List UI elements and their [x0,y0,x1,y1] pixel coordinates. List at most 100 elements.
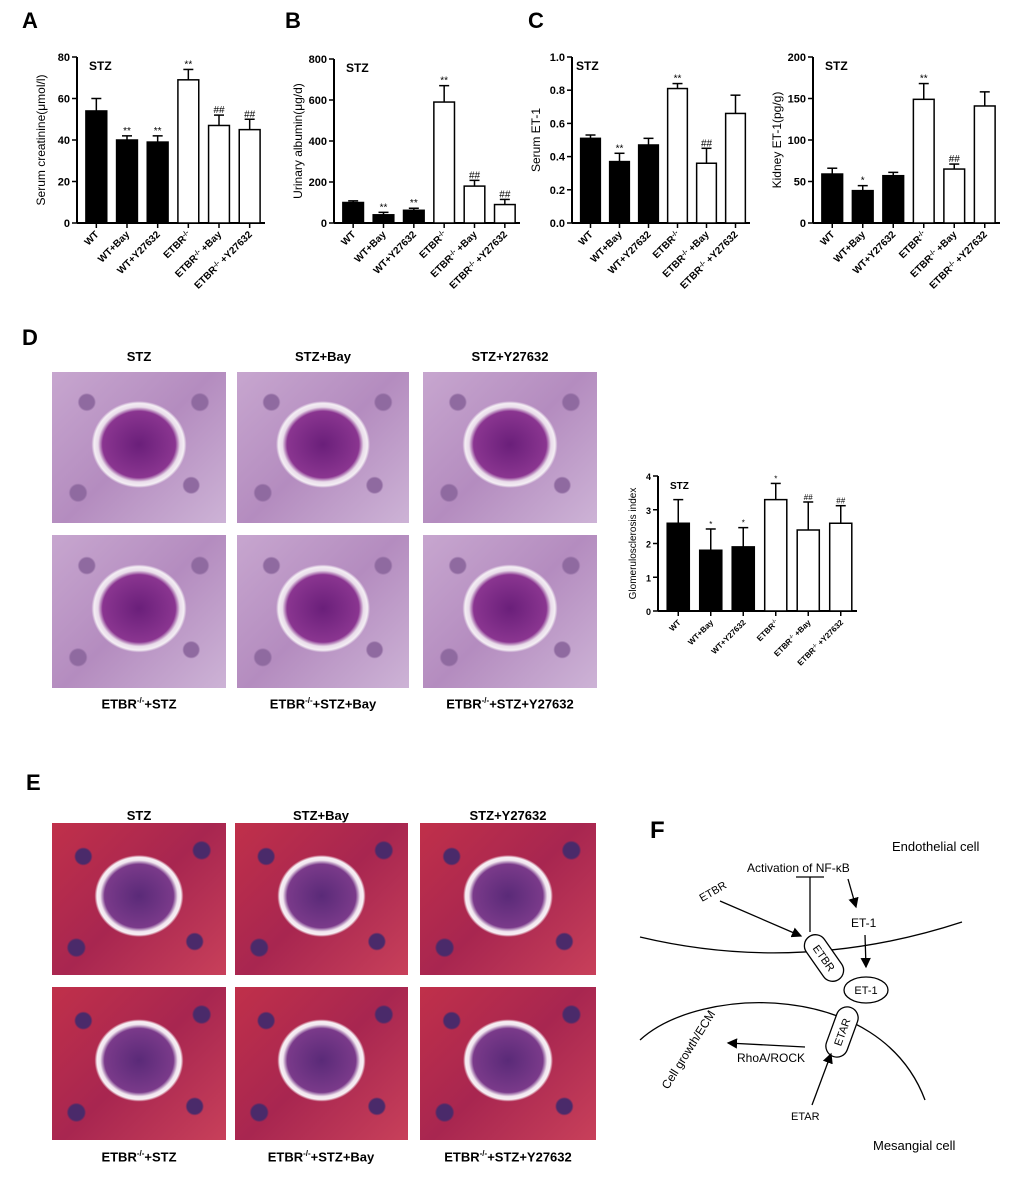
significance-label: ## [804,493,813,502]
panel-label-d: D [22,325,38,350]
trichrome-image-stz [52,823,226,975]
y-tick-label: 0.8 [550,85,565,97]
bar [973,105,996,224]
y-tick-label: 20 [58,177,70,189]
annotation-label: STZ [670,481,689,492]
y-tick-label: 600 [309,95,327,107]
bar [433,101,456,224]
bar [666,87,689,224]
chart-b: 0 200 400 600 800 Urinary albumin(μg/d) STZ WT *… [291,54,520,292]
bar [115,139,139,224]
y-axis-label: Urinary albumin(μg/d) [291,83,305,199]
x-tick-label: WT [577,229,596,248]
histology-image-stz-y27632 [423,372,597,523]
y-tick-label: 1.0 [550,52,565,64]
d-caption-bottom-1: ETBR-/-+STZ [101,696,177,712]
significance-label: ** [410,198,418,209]
significance-label: ** [920,74,928,85]
histology-image-stz [52,372,226,523]
x-tick-label: ETBR-/- [755,618,780,643]
y-tick-label: 50 [794,177,806,189]
panel-label-c: C [528,8,544,33]
bar [402,209,425,224]
significance-label: ## [499,189,511,200]
bar [342,201,365,224]
y-tick-label: 400 [309,136,327,148]
histology-image-stz-bay [237,372,409,523]
bar [238,128,261,224]
bar [912,98,935,224]
trichrome-image-etbr-stz-y27632 [420,987,596,1140]
significance-label: * [709,520,712,529]
y-tick-label: 0 [800,218,806,230]
panel-label-a: A [22,8,38,33]
y-tick-label: 0.6 [550,118,565,130]
y-tick-label: 40 [58,135,70,147]
significance-label: ## [244,109,256,120]
e-caption-bottom-1: ETBR-/-+STZ [101,1149,177,1165]
y-tick-label: 1 [646,573,651,583]
bar [796,529,821,612]
bar [851,189,874,224]
bar [177,79,200,224]
x-tick-label: WT [668,618,683,633]
y-axis-label: Serum creatinine(μmol/l) [34,75,48,206]
bar [666,522,691,612]
x-tick-label: ETBR-/- +Y27632 [927,229,990,292]
x-tick-label: ETBR-/- +Y27632 [192,229,255,292]
y-axis-label: Glomerulosclerosis index [628,488,639,600]
y-axis-label: Kidney ET-1(pg/g) [770,92,784,189]
bar [372,214,395,224]
y-tick-label: 150 [788,94,806,106]
significance-label: ** [184,59,192,70]
e-caption-top-1: STZ [126,808,152,823]
y-tick-label: 0 [64,218,70,230]
significance-label: ## [949,154,961,165]
annotation-label: STZ [825,59,848,73]
bar [608,160,631,224]
significance-label: ## [469,170,481,181]
bar [695,162,718,224]
y-tick-label: 200 [309,177,327,189]
annotation-label: STZ [89,59,112,73]
e-caption-top-2: STZ+Bay [293,808,349,823]
y-tick-label: 0.2 [550,185,565,197]
significance-label: ## [701,138,713,149]
trichrome-image-stz-y27632 [420,823,596,975]
significance-label: * [742,519,745,528]
significance-label: * [861,176,865,187]
y-tick-label: 2 [646,540,651,550]
chart-a: 0 20 40 60 80 Serum creatinine(μmol/l) STZ WT **… [34,52,265,292]
e-caption-bottom-2: ETBR-/-+STZ+Bay [267,1149,375,1165]
d-caption-top-1: STZ [126,349,152,364]
y-tick-label: 0.4 [550,152,566,164]
x-tick-label: ETBR-/- +Y27632 [447,229,510,292]
bar [943,168,966,224]
d-caption-top-3: STZ+Y27632 [471,349,549,364]
y-tick-label: 200 [788,52,806,64]
e-caption-bottom-3: ETBR-/-+STZ+Y27632 [444,1149,572,1165]
chart-d: 0 1 2 3 4 Glomerulosclerosis index STZ WT * WT+Ba… [628,472,857,668]
significance-label: * [774,474,777,483]
bar [207,124,231,224]
significance-label: ** [616,143,624,154]
annotation-label: STZ [576,59,599,73]
y-tick-label: 800 [309,54,327,66]
significance-label: ** [674,74,682,85]
significance-label: ** [123,126,131,137]
bar [882,174,905,224]
bar [731,546,756,612]
bar [493,203,516,224]
significance-label: ## [836,497,845,506]
trichrome-image-stz-bay [235,823,408,975]
y-tick-label: 0.0 [550,218,565,230]
bar [724,112,747,224]
x-tick-label: WT+Bay [686,618,715,647]
trichrome-image-etbr-stz [52,987,226,1140]
bar [146,141,169,224]
bar [821,173,844,224]
d-caption-top-2: STZ+Bay [295,349,351,364]
